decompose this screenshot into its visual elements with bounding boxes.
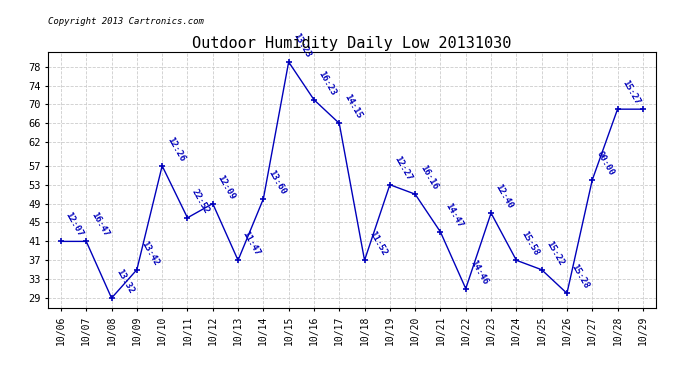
Text: 13:32: 13:32 [115,267,135,295]
Text: 12:07: 12:07 [63,211,85,238]
Text: 12:09: 12:09 [215,173,237,201]
Text: 13:23: 13:23 [291,32,313,59]
Text: Humidity  (%): Humidity (%) [575,20,641,29]
Text: 14:15: 14:15 [342,93,363,120]
Text: 13:42: 13:42 [139,239,161,267]
Text: 00:00: 00:00 [595,150,616,177]
Title: Outdoor Humidity Daily Low 20131030: Outdoor Humidity Daily Low 20131030 [193,36,511,51]
Text: 15:28: 15:28 [570,263,591,291]
Text: 16:23: 16:23 [317,69,338,97]
Text: Copyright 2013 Cartronics.com: Copyright 2013 Cartronics.com [48,17,204,26]
Text: 11:52: 11:52 [367,230,388,258]
Text: 15:58: 15:58 [519,230,540,258]
Text: 16:47: 16:47 [89,211,110,238]
Text: 12:26: 12:26 [165,135,186,163]
Text: 16:16: 16:16 [418,164,439,191]
Text: 12:40: 12:40 [494,183,515,210]
Text: 13:60: 13:60 [266,168,287,196]
Text: 22:52: 22:52 [190,187,211,215]
Text: 11:47: 11:47 [241,230,262,258]
Text: 15:22: 15:22 [544,239,566,267]
Text: 14:47: 14:47 [443,201,464,229]
Text: 15:27: 15:27 [620,79,642,106]
Text: 14:46: 14:46 [469,258,490,286]
Text: 12:27: 12:27 [393,154,414,182]
